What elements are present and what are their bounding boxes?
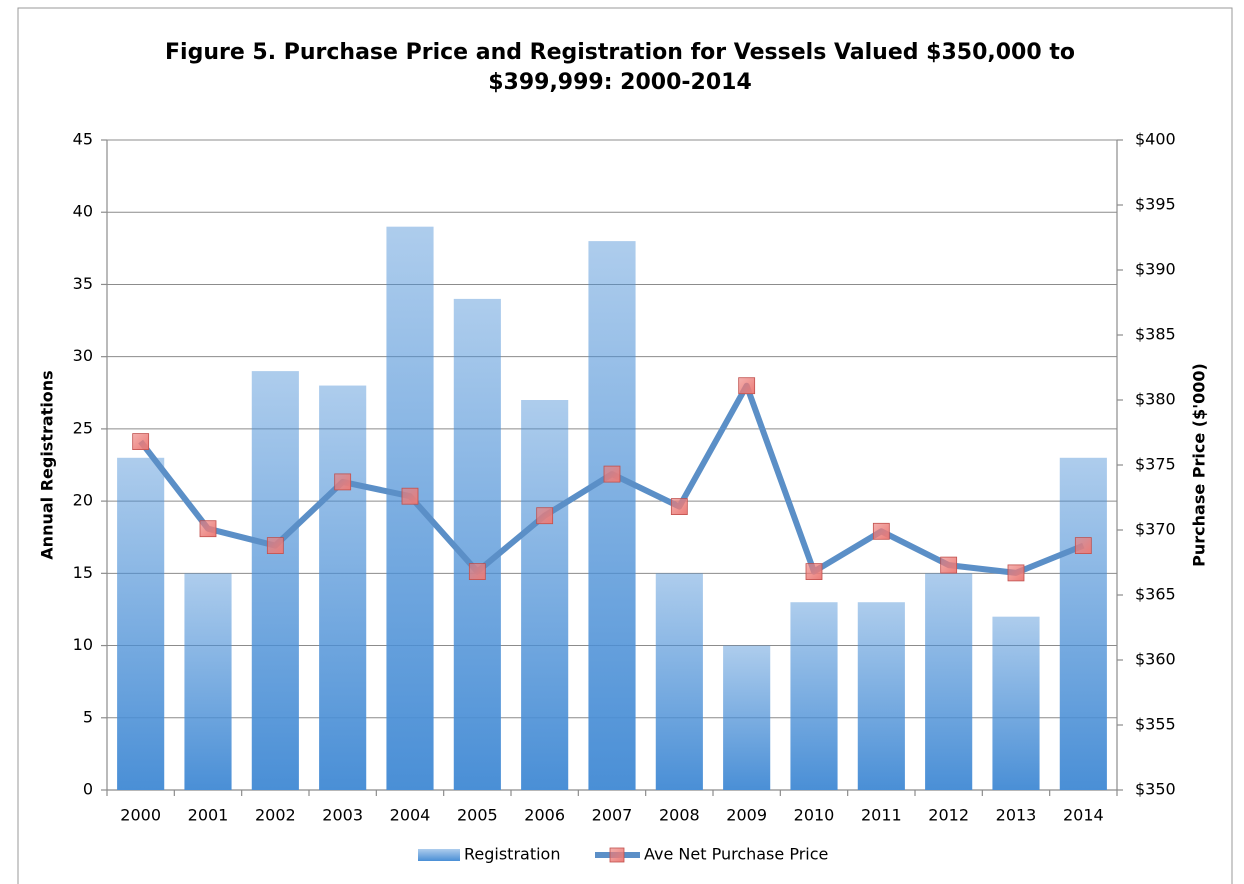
chart-title: Figure 5. Purchase Price and Registratio…: [165, 40, 1075, 95]
y2-tick-label: $380: [1135, 390, 1176, 409]
x-tick-label: 2003: [322, 806, 363, 825]
bar: [184, 573, 232, 790]
line-marker: [536, 507, 554, 525]
line-marker: [805, 563, 823, 580]
bar: [319, 385, 367, 790]
y-tick-label: 15: [73, 563, 93, 582]
bar: [117, 457, 165, 790]
x-tick-label: 2004: [390, 806, 431, 825]
line-marker: [132, 433, 150, 451]
bar: [521, 400, 569, 790]
x-tick-label: 2013: [996, 806, 1037, 825]
x-tick-label: 2012: [928, 806, 969, 825]
bar: [790, 602, 838, 790]
legend-swatch: [609, 847, 625, 863]
x-tick-label: 2011: [861, 806, 902, 825]
bar: [386, 226, 434, 790]
x-tick-label: 2006: [524, 806, 565, 825]
y-tick-label: 10: [73, 635, 93, 654]
line-marker: [940, 556, 958, 574]
y-tick-label: 0: [83, 780, 93, 799]
y-tick-label: 45: [73, 130, 93, 149]
x-tick-label: 2002: [255, 806, 296, 825]
bar: [925, 573, 973, 790]
bar: [453, 298, 501, 790]
line-marker: [872, 522, 890, 540]
bar: [723, 645, 771, 790]
line-marker: [670, 498, 688, 516]
y2-tick-label: $375: [1135, 455, 1176, 474]
bar: [588, 241, 636, 791]
x-tick-label: 2010: [794, 806, 835, 825]
bar: [1059, 457, 1107, 790]
line-marker: [468, 563, 486, 580]
y-tick-label: 35: [73, 274, 93, 293]
legend-swatch: [418, 849, 460, 861]
line-marker: [334, 473, 352, 491]
y-tick-label: 5: [83, 707, 93, 726]
x-tick-label: 2007: [592, 806, 633, 825]
y2-tick-label: $385: [1135, 325, 1176, 344]
y2-tick-label: $370: [1135, 520, 1176, 539]
legend-label: Registration: [464, 845, 560, 864]
bar: [655, 573, 703, 790]
x-tick-label: 2000: [120, 806, 161, 825]
line-marker: [603, 465, 621, 483]
y-tick-label: 25: [73, 418, 93, 437]
y2-tick-label: $350: [1135, 780, 1176, 799]
bar: [857, 602, 905, 790]
y-tick-label: 30: [73, 346, 93, 365]
y2-tick-label: $395: [1135, 195, 1176, 214]
x-tick-label: 2005: [457, 806, 498, 825]
y-tick-label: 40: [73, 202, 93, 221]
y2-tick-label: $390: [1135, 260, 1176, 279]
x-tick-label: 2009: [726, 806, 767, 825]
x-tick-label: 2014: [1063, 806, 1104, 825]
y2-tick-label: $400: [1135, 130, 1176, 149]
line-marker: [401, 487, 419, 505]
legend-label: Ave Net Purchase Price: [644, 845, 828, 864]
y2-tick-label: $355: [1135, 715, 1176, 734]
line-marker: [1007, 564, 1025, 582]
y2-tick-label: $365: [1135, 585, 1176, 604]
bar: [251, 371, 299, 790]
x-tick-label: 2008: [659, 806, 700, 825]
y2-tick-label: $360: [1135, 650, 1176, 669]
y2-axis-title: Purchase Price ($'000): [1190, 363, 1209, 567]
line-marker: [738, 377, 756, 395]
chart-frame: [17, 7, 1233, 884]
line-marker: [199, 520, 217, 538]
x-tick-label: 2001: [188, 806, 229, 825]
bar: [992, 616, 1040, 790]
line-marker: [266, 537, 284, 554]
line-marker: [1074, 537, 1092, 554]
y-axis-title: Annual Registrations: [38, 370, 57, 559]
y-tick-label: 20: [73, 491, 93, 510]
